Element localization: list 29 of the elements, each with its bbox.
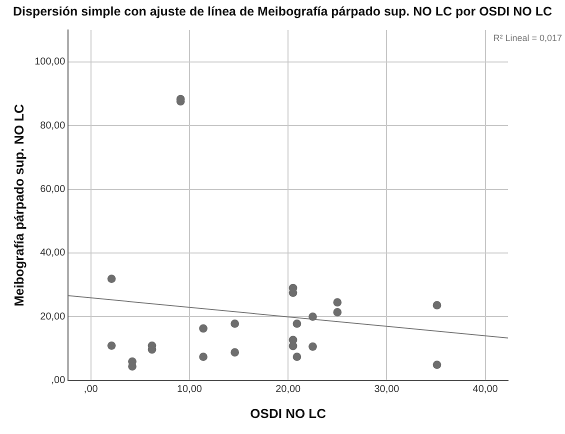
point xyxy=(199,352,208,362)
point xyxy=(230,348,240,357)
annotation: R² Lineal = 0,017 xyxy=(493,32,562,43)
point xyxy=(292,352,302,362)
point xyxy=(308,342,317,351)
x-tick-label: 30,00 xyxy=(374,384,400,396)
point xyxy=(230,320,240,328)
x-tick-label: 40,00 xyxy=(472,384,498,396)
y-tick-label: ,00 xyxy=(51,375,66,386)
point xyxy=(292,320,302,328)
x-tick-label: ,00 xyxy=(84,384,98,396)
point xyxy=(107,274,116,283)
x-axis-title: OSDI NO LC xyxy=(250,406,327,421)
y-tick-label: 60,00 xyxy=(40,184,66,196)
point xyxy=(432,360,442,369)
x-tick-label: 10,00 xyxy=(176,384,202,396)
y-tick-label: 80,00 xyxy=(40,120,66,132)
point xyxy=(107,341,116,350)
y-tick-label: 40,00 xyxy=(40,248,66,259)
x-tick-label: 20,00 xyxy=(276,384,302,396)
point xyxy=(333,298,342,307)
point xyxy=(199,324,208,333)
y-axis-title: Meibografía párpado sup. NO LC xyxy=(11,103,26,306)
point xyxy=(308,312,317,321)
point xyxy=(333,308,342,316)
point xyxy=(432,301,442,310)
chart-title: Dispersión simple con ajuste de línea de Meibografía párpado sup. NO LC por OSDI NO LC xyxy=(13,4,552,19)
y-tick-label: 100,00 xyxy=(34,56,66,68)
y-tick-label: 20,00 xyxy=(40,311,66,322)
